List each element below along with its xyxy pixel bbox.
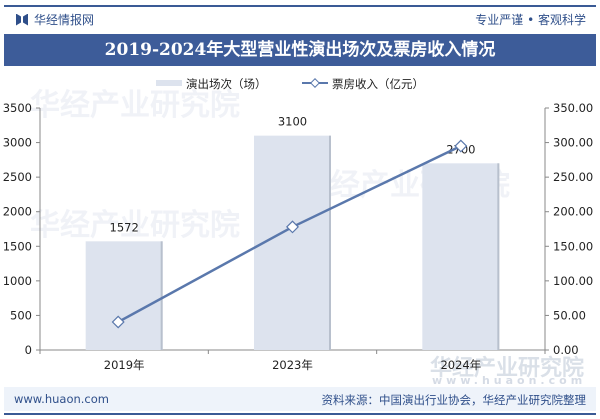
y-left-tick-label: 2000 — [3, 205, 32, 219]
y-right-tick-label: 0.00 — [553, 343, 579, 357]
x-tick-label: 2024年 — [440, 358, 481, 372]
y-left-tick-label: 2500 — [3, 170, 32, 184]
y-right-tick-label: 150.00 — [553, 239, 593, 253]
line-marker — [111, 315, 125, 329]
legend-bar-label: 演出场次（场） — [186, 77, 267, 91]
y-right-tick-label: 200.00 — [553, 205, 593, 219]
bottom-rule — [4, 413, 596, 415]
y-left-tick-label: 3500 — [3, 101, 32, 115]
y-left-tick-label: 1500 — [3, 239, 32, 253]
bar — [85, 241, 163, 350]
y-right-tick-label: 100.00 — [553, 274, 593, 288]
brand-name: 华经情报网 — [34, 13, 95, 27]
bar-data-label: 3100 — [278, 115, 307, 129]
y-left-tick-label: 3000 — [3, 136, 32, 150]
brand: 华经情报网 — [16, 11, 94, 28]
line-marker — [454, 139, 468, 153]
bar-shadow — [160, 241, 163, 350]
y-right-tick-label: 250.00 — [553, 170, 593, 184]
chart-title: 2019-2024年大型营业性演出场次及票房收入情况 — [4, 34, 596, 66]
footer-source: 资料来源：中国演出行业协会，华经产业研究院整理 — [321, 393, 587, 407]
y-left-tick-label: 500 — [10, 308, 32, 322]
footer-website[interactable]: www.huaon.com — [14, 392, 109, 406]
bar — [254, 135, 331, 350]
slogan: 专业严谨 • 客观科学 — [475, 13, 586, 27]
legend-line-label: 票房收入（亿元） — [332, 77, 424, 91]
y-right-tick-label: 50.00 — [553, 308, 586, 322]
y-right-tick-label: 350.00 — [553, 101, 593, 115]
y-left-tick-label: 0 — [25, 343, 32, 357]
footer: www.huaon.com 资料来源：中国演出行业协会，华经产业研究院整理 — [4, 387, 596, 411]
x-tick-label: 2023年 — [272, 358, 313, 372]
bar-data-label: 1572 — [110, 220, 139, 234]
x-tick-label: 2019年 — [104, 358, 145, 372]
legend-line-marker — [310, 78, 320, 88]
bar-shadow — [497, 163, 500, 350]
bar-shadow — [329, 135, 331, 350]
y-left-tick-label: 1000 — [3, 274, 32, 288]
top-rule — [4, 5, 596, 7]
y-right-tick-label: 300.00 — [553, 136, 593, 150]
bar — [422, 163, 500, 350]
legend-bar-swatch — [156, 80, 182, 86]
line-marker — [285, 220, 300, 234]
